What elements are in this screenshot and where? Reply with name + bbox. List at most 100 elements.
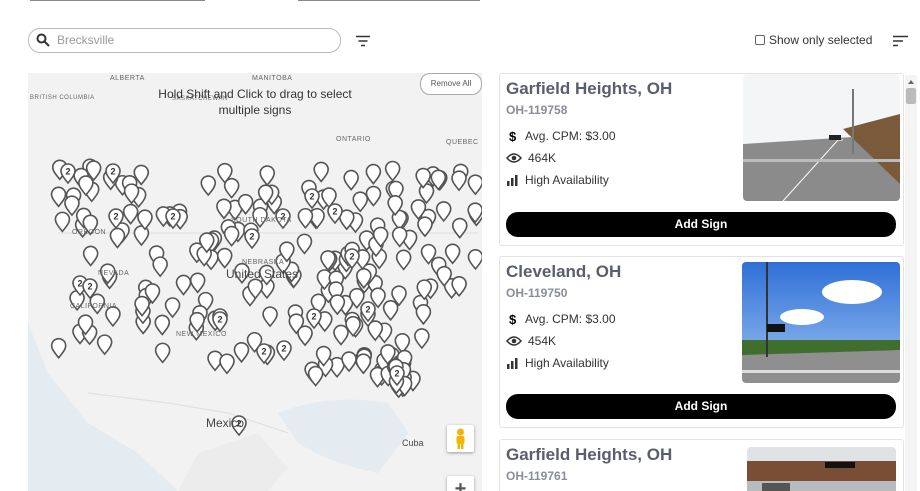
map-pin <box>349 287 365 309</box>
map-pin <box>370 287 386 309</box>
map-pin <box>307 365 324 387</box>
map-pin <box>219 353 235 375</box>
map-pin <box>343 169 359 191</box>
map-pin <box>276 340 292 362</box>
map-pin <box>262 306 278 328</box>
map-pin <box>430 169 447 191</box>
map-pin <box>275 208 291 230</box>
show-selected-checkbox[interactable]: Show only selected <box>755 33 872 47</box>
filter-icon[interactable] <box>356 35 370 47</box>
search-placeholder: Brecksville <box>57 33 115 47</box>
map-pin <box>415 304 432 326</box>
cluster-count: 2 <box>311 311 316 321</box>
map-pin <box>341 351 357 373</box>
listing-impressions: 464K <box>506 151 556 165</box>
listing-id: OH-119750 <box>506 286 568 300</box>
map-label: Mexico <box>206 416 245 430</box>
tab-underline <box>30 0 205 1</box>
map-pin <box>451 217 468 239</box>
cluster-count: 2 <box>77 278 82 288</box>
map-pin <box>108 208 124 230</box>
map-label: NEVADA <box>98 270 130 277</box>
map-pin <box>395 249 412 271</box>
map-pin <box>356 268 372 290</box>
map-pin <box>355 353 372 375</box>
search-box[interactable]: Brecksville <box>28 28 341 53</box>
map-pin <box>252 206 268 229</box>
cluster-count: 2 <box>332 206 337 216</box>
map-pin <box>320 250 336 272</box>
map-pin <box>123 183 140 205</box>
map-pin <box>420 243 437 265</box>
map-pin <box>165 208 181 230</box>
cpm-text: Avg. CPM: $3.00 <box>525 129 616 143</box>
map-label: United States <box>226 267 299 281</box>
map-pin <box>216 247 233 269</box>
map-pin <box>237 193 254 215</box>
map-pin <box>306 308 322 330</box>
listing-title: Cleveland, OH <box>506 262 622 281</box>
map-pin <box>352 191 369 213</box>
map[interactable]: 22222222222222222222 + ALBERTA MANITOBA BR… <box>28 73 482 491</box>
cluster-count: 2 <box>87 281 92 291</box>
map-pin <box>467 202 482 224</box>
map-label: SASKATCHEWAN <box>172 96 228 102</box>
map-pin <box>244 228 260 250</box>
map-pin <box>444 243 461 265</box>
pegman[interactable] <box>447 425 474 452</box>
cluster-count: 2 <box>170 211 175 221</box>
map-pin <box>321 187 337 209</box>
impressions-text: 464K <box>528 151 557 165</box>
map-pin <box>345 315 361 337</box>
map-pin <box>189 272 206 294</box>
map-pin <box>391 285 407 307</box>
map-pin <box>64 195 80 217</box>
map-pin <box>82 245 99 267</box>
add-sign-button[interactable]: Add Sign <box>506 394 896 419</box>
map-pin <box>154 342 171 364</box>
listing-card: Garfield Heights, OH OH-119758 $ Avg. CPM: … <box>499 73 904 246</box>
listing-impressions: 454K <box>506 334 556 348</box>
map-pin <box>415 167 431 189</box>
map-pin <box>99 263 116 285</box>
map-pin <box>389 365 405 387</box>
svg-text:$: $ <box>509 313 517 326</box>
map-pin <box>82 214 99 236</box>
map-label: CALIFORNIA <box>70 303 118 310</box>
map-pin <box>50 186 67 208</box>
map-pin <box>217 162 233 184</box>
map-pin <box>152 256 168 278</box>
add-sign-button[interactable]: Add Sign <box>506 212 896 237</box>
remove-all-button[interactable]: Remove All <box>420 73 482 95</box>
listing-title: Garfield Heights, OH <box>506 445 673 464</box>
zoom-in-button[interactable]: + <box>447 476 474 491</box>
map-pin <box>231 415 247 437</box>
cluster-count: 2 <box>113 211 118 221</box>
cluster-count: 2 <box>394 368 399 378</box>
map-pin <box>258 264 275 286</box>
map-pin <box>60 163 76 185</box>
listing-id: OH-119758 <box>506 103 568 117</box>
sort-icon[interactable] <box>893 35 908 47</box>
map-pin <box>417 216 433 238</box>
cluster-count: 2 <box>249 231 254 241</box>
map-pin <box>436 265 452 287</box>
map-pin <box>414 328 430 350</box>
scrollbar[interactable] <box>905 75 917 491</box>
map-pin <box>297 325 313 347</box>
map-pin <box>333 324 349 346</box>
map-pin <box>105 163 121 185</box>
map-pin <box>279 241 295 263</box>
listing-image <box>747 447 896 491</box>
listing-title: Garfield Heights, OH <box>506 79 673 98</box>
map-label: Cuba <box>402 438 424 448</box>
map-label: NEW MEXICO <box>176 331 227 338</box>
map-pin <box>391 226 408 248</box>
map-pin <box>338 209 355 231</box>
map-pin <box>223 225 240 247</box>
map-label: ONTARIO <box>336 136 371 143</box>
cluster-count: 2 <box>65 166 70 176</box>
map-pin <box>382 300 399 322</box>
cluster-count: 2 <box>236 418 241 428</box>
